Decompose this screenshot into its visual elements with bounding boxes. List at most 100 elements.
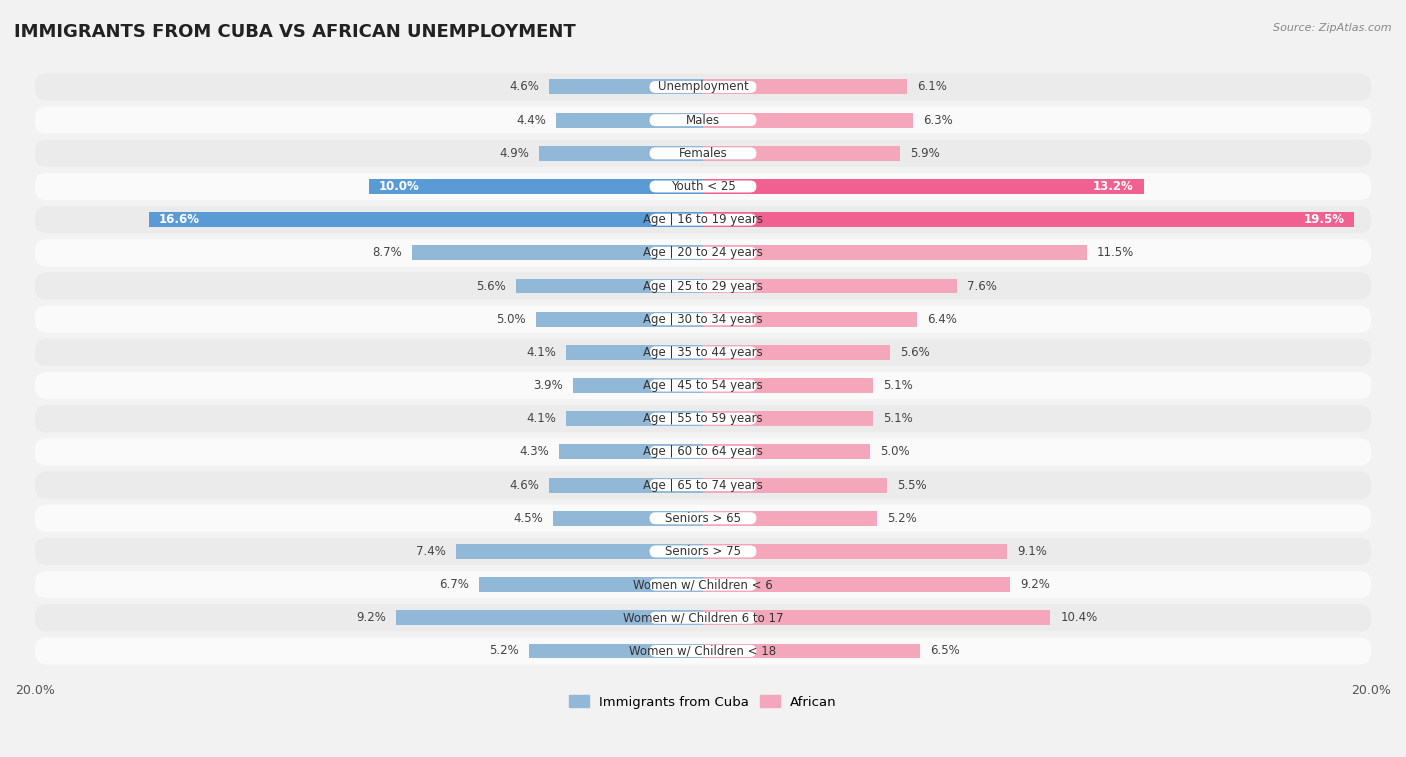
- Text: 3.9%: 3.9%: [533, 379, 562, 392]
- FancyBboxPatch shape: [650, 446, 756, 458]
- Bar: [550, 79, 703, 95]
- Bar: [553, 511, 703, 525]
- Text: 19.5%: 19.5%: [1303, 213, 1344, 226]
- Bar: [703, 544, 1007, 559]
- Text: 5.0%: 5.0%: [496, 313, 526, 326]
- Text: 10.0%: 10.0%: [380, 180, 420, 193]
- Text: 5.1%: 5.1%: [883, 379, 912, 392]
- Text: 9.2%: 9.2%: [356, 612, 385, 625]
- FancyBboxPatch shape: [35, 505, 1371, 532]
- Bar: [456, 544, 703, 559]
- FancyBboxPatch shape: [35, 239, 1371, 266]
- FancyBboxPatch shape: [650, 479, 756, 491]
- Text: 5.6%: 5.6%: [477, 279, 506, 292]
- FancyBboxPatch shape: [650, 612, 756, 624]
- Text: 7.4%: 7.4%: [416, 545, 446, 558]
- FancyBboxPatch shape: [35, 73, 1371, 101]
- Bar: [703, 146, 900, 160]
- Text: 4.5%: 4.5%: [513, 512, 543, 525]
- Text: 4.9%: 4.9%: [499, 147, 529, 160]
- Text: Age | 55 to 59 years: Age | 55 to 59 years: [643, 413, 763, 425]
- Bar: [703, 79, 907, 95]
- Bar: [703, 577, 1011, 592]
- FancyBboxPatch shape: [650, 413, 756, 425]
- FancyBboxPatch shape: [35, 306, 1371, 333]
- Bar: [412, 245, 703, 260]
- Text: 6.7%: 6.7%: [439, 578, 470, 591]
- Text: Youth < 25: Youth < 25: [671, 180, 735, 193]
- FancyBboxPatch shape: [35, 273, 1371, 300]
- Bar: [540, 146, 703, 160]
- FancyBboxPatch shape: [650, 114, 756, 126]
- Bar: [703, 345, 890, 360]
- Text: 4.6%: 4.6%: [509, 80, 540, 93]
- Bar: [567, 411, 703, 426]
- FancyBboxPatch shape: [35, 571, 1371, 598]
- Text: Age | 45 to 54 years: Age | 45 to 54 years: [643, 379, 763, 392]
- Text: 6.3%: 6.3%: [924, 114, 953, 126]
- Bar: [536, 312, 703, 327]
- Bar: [368, 179, 703, 194]
- Text: 11.5%: 11.5%: [1097, 246, 1135, 260]
- Text: Seniors > 75: Seniors > 75: [665, 545, 741, 558]
- Bar: [703, 610, 1050, 625]
- FancyBboxPatch shape: [35, 140, 1371, 167]
- Text: Males: Males: [686, 114, 720, 126]
- Text: 6.1%: 6.1%: [917, 80, 946, 93]
- Text: 4.1%: 4.1%: [526, 346, 555, 359]
- Text: Women w/ Children < 6: Women w/ Children < 6: [633, 578, 773, 591]
- Text: Women w/ Children 6 to 17: Women w/ Children 6 to 17: [623, 612, 783, 625]
- Text: 4.1%: 4.1%: [526, 413, 555, 425]
- Bar: [703, 312, 917, 327]
- Bar: [703, 378, 873, 393]
- Bar: [703, 212, 1354, 227]
- Bar: [395, 610, 703, 625]
- Bar: [703, 245, 1087, 260]
- Text: 9.2%: 9.2%: [1021, 578, 1050, 591]
- Text: 5.6%: 5.6%: [900, 346, 929, 359]
- Text: Age | 20 to 24 years: Age | 20 to 24 years: [643, 246, 763, 260]
- FancyBboxPatch shape: [650, 280, 756, 292]
- Text: 5.0%: 5.0%: [880, 445, 910, 459]
- Text: 6.5%: 6.5%: [931, 644, 960, 658]
- FancyBboxPatch shape: [35, 107, 1371, 134]
- Text: 8.7%: 8.7%: [373, 246, 402, 260]
- FancyBboxPatch shape: [650, 645, 756, 657]
- FancyBboxPatch shape: [35, 604, 1371, 631]
- FancyBboxPatch shape: [35, 438, 1371, 466]
- Text: Unemployment: Unemployment: [658, 80, 748, 93]
- FancyBboxPatch shape: [35, 339, 1371, 366]
- Text: 4.4%: 4.4%: [516, 114, 546, 126]
- Text: 5.2%: 5.2%: [887, 512, 917, 525]
- Text: Women w/ Children < 18: Women w/ Children < 18: [630, 644, 776, 658]
- Bar: [703, 179, 1144, 194]
- Text: 5.9%: 5.9%: [910, 147, 939, 160]
- FancyBboxPatch shape: [650, 578, 756, 590]
- FancyBboxPatch shape: [650, 213, 756, 226]
- Text: Age | 35 to 44 years: Age | 35 to 44 years: [643, 346, 763, 359]
- FancyBboxPatch shape: [35, 537, 1371, 565]
- Text: Seniors > 65: Seniors > 65: [665, 512, 741, 525]
- Text: 10.4%: 10.4%: [1060, 612, 1098, 625]
- FancyBboxPatch shape: [650, 379, 756, 391]
- Bar: [703, 444, 870, 459]
- Bar: [567, 345, 703, 360]
- Text: 5.2%: 5.2%: [489, 644, 519, 658]
- Bar: [516, 279, 703, 294]
- Bar: [555, 113, 703, 128]
- Bar: [529, 643, 703, 659]
- Bar: [560, 444, 703, 459]
- Bar: [703, 478, 887, 493]
- FancyBboxPatch shape: [35, 472, 1371, 499]
- Bar: [149, 212, 703, 227]
- Text: Females: Females: [679, 147, 727, 160]
- Text: 7.6%: 7.6%: [967, 279, 997, 292]
- Bar: [703, 113, 914, 128]
- Bar: [703, 643, 920, 659]
- FancyBboxPatch shape: [650, 347, 756, 358]
- Text: Source: ZipAtlas.com: Source: ZipAtlas.com: [1274, 23, 1392, 33]
- Bar: [703, 411, 873, 426]
- FancyBboxPatch shape: [650, 512, 756, 525]
- FancyBboxPatch shape: [650, 247, 756, 259]
- FancyBboxPatch shape: [650, 313, 756, 326]
